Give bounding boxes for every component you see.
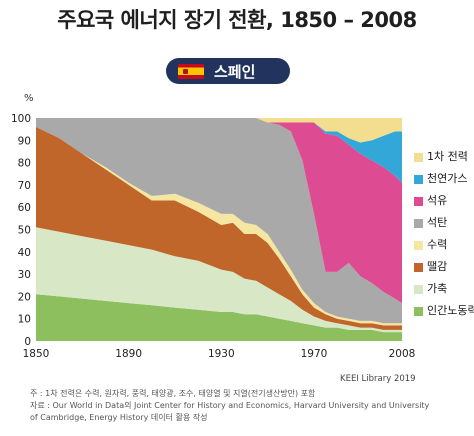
y-tick-label: 100 xyxy=(11,113,31,125)
notes: 주 : 1차 전력은 수력, 원자력, 풍력, 태양광, 조수, 태양열 및 지… xyxy=(30,388,450,424)
legend-swatch xyxy=(414,153,423,162)
country-label: 스페인 xyxy=(214,63,256,81)
y-tick-label: 60 xyxy=(18,202,31,214)
country-badge: 스페인 xyxy=(166,58,290,84)
legend-swatch xyxy=(414,263,423,272)
y-tick-label: 50 xyxy=(18,225,31,237)
area-series-0 xyxy=(36,294,402,341)
note-line: 주 : 1차 전력은 수력, 원자력, 풍력, 태양광, 조수, 태양열 및 지… xyxy=(30,389,316,398)
x-tick-label: 1970 xyxy=(301,348,328,360)
legend-label: 가축 xyxy=(427,282,448,295)
legend-swatch xyxy=(414,197,423,206)
legend-swatch xyxy=(414,241,423,250)
legend-swatch xyxy=(414,285,423,294)
y-tick-label: 0 xyxy=(24,336,31,348)
x-tick-label: 2008 xyxy=(389,348,416,360)
x-tick-label: 1930 xyxy=(208,348,235,360)
legend-label: 수력 xyxy=(427,238,448,251)
x-tick-label: 1890 xyxy=(115,348,142,360)
spain-flag-icon xyxy=(178,64,204,79)
area-series-4 xyxy=(36,118,402,324)
y-tick-label: 10 xyxy=(18,314,31,326)
area-series-7 xyxy=(36,118,402,143)
legend-swatch xyxy=(414,307,423,316)
y-tick-label: 70 xyxy=(18,180,31,192)
area-series-1 xyxy=(36,227,402,333)
legend-label: 석유 xyxy=(427,194,448,207)
legend-label: 천연가스 xyxy=(427,172,468,185)
legend-label: 석탄 xyxy=(427,216,448,229)
legend-swatch xyxy=(414,219,423,228)
legend-swatch xyxy=(414,175,423,184)
area-series-2 xyxy=(36,126,402,330)
credit: KEEI Library 2019 xyxy=(340,374,416,384)
page-title: 주요국 에너지 장기 전환, 1850 – 2008 xyxy=(57,8,417,32)
y-tick-label: 90 xyxy=(18,135,31,147)
y-tick-label: 40 xyxy=(18,247,31,259)
x-tick-label: 1850 xyxy=(23,348,50,360)
chart-axes: % 0 10 20 30 40 50 60 70 80 90 100 1850 1890 1930 1970 2… xyxy=(11,93,415,360)
legend-label: 1차 전력 xyxy=(427,150,468,163)
y-axis-label: % xyxy=(24,93,34,104)
chart-areas xyxy=(36,118,402,341)
area-series-5 xyxy=(36,118,402,304)
note-line: 자료 : Our World in Data의 Joint Center for… xyxy=(30,401,430,410)
y-tick-label: 80 xyxy=(18,158,31,170)
y-tick-label: 20 xyxy=(18,291,31,303)
y-tick-label: 30 xyxy=(18,269,31,281)
legend-label: 인간노동력 xyxy=(427,304,474,317)
legend-label: 땔감 xyxy=(427,260,448,273)
note-line: of Cambridge, Energy History 데이터 활용 작성 xyxy=(30,413,208,422)
